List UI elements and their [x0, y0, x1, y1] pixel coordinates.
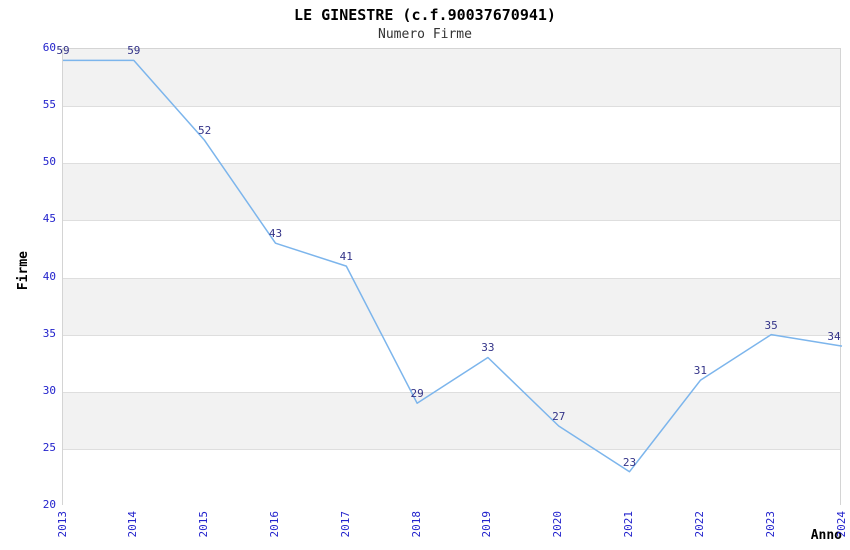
y-tick-label: 30	[42, 383, 56, 397]
x-tick-label: 2020	[551, 511, 565, 538]
x-tick-label: 2021	[622, 511, 636, 538]
gridline	[63, 391, 840, 393]
data-point-label: 35	[764, 318, 778, 332]
data-point-label: 27	[552, 410, 566, 424]
series-line	[63, 59, 843, 473]
data-point-label: 31	[693, 364, 707, 378]
grid-band	[63, 163, 840, 221]
data-point-label: 23	[622, 455, 637, 469]
x-tick-label: 2018	[409, 511, 423, 538]
x-tick-label: 2015	[197, 511, 211, 538]
y-tick-label: 50	[42, 155, 56, 169]
gridline	[63, 277, 840, 279]
data-point-label: 43	[268, 227, 283, 241]
x-tick-label: 2023	[763, 511, 777, 538]
y-tick-label: 60	[42, 41, 56, 54]
x-tick-label: 2017	[338, 511, 352, 538]
x-tick-label: 2013	[55, 511, 69, 538]
data-point-label: 59	[56, 44, 70, 58]
gridline	[63, 220, 840, 222]
grid-band	[63, 49, 840, 107]
x-tick-label: 2019	[480, 511, 494, 538]
x-tick-label: 2024	[834, 511, 848, 538]
gridline	[63, 106, 840, 108]
grid-band	[63, 220, 840, 278]
data-point-label: 52	[198, 124, 212, 138]
chart-subtitle: Numero Firme	[378, 27, 472, 42]
data-point-label: 29	[410, 387, 424, 401]
grid-band	[63, 277, 840, 335]
y-tick-label: 45	[42, 212, 56, 226]
chart-title: LE GINESTRE (c.f.90037670941)	[294, 6, 556, 24]
y-tick-label: 55	[42, 98, 56, 112]
data-point-label: 34	[827, 330, 841, 344]
y-tick-label: 40	[42, 269, 56, 283]
grid-band	[63, 334, 840, 392]
data-point-label: 41	[339, 250, 353, 264]
plot-area: 59 59 52 43 41 29 33 27 23 31 35 34	[56, 44, 843, 506]
y-tick-label: 25	[42, 440, 56, 454]
gridline	[63, 163, 840, 165]
grid-band	[63, 106, 840, 164]
series-svg	[63, 59, 843, 473]
data-point-label: 59	[127, 44, 141, 58]
grid-band	[63, 448, 840, 506]
x-tick-label: 2016	[267, 511, 281, 538]
data-point-label: 33	[481, 341, 495, 355]
grid-band	[63, 391, 840, 449]
y-tick-label: 35	[42, 326, 56, 340]
x-tick-label: 2014	[126, 511, 140, 538]
x-tick-label: 2022	[692, 511, 706, 538]
y-tick-label: 20	[42, 498, 56, 511]
gridline	[63, 448, 840, 450]
gridline	[63, 334, 840, 336]
x-axis-title: Anno	[810, 528, 842, 543]
